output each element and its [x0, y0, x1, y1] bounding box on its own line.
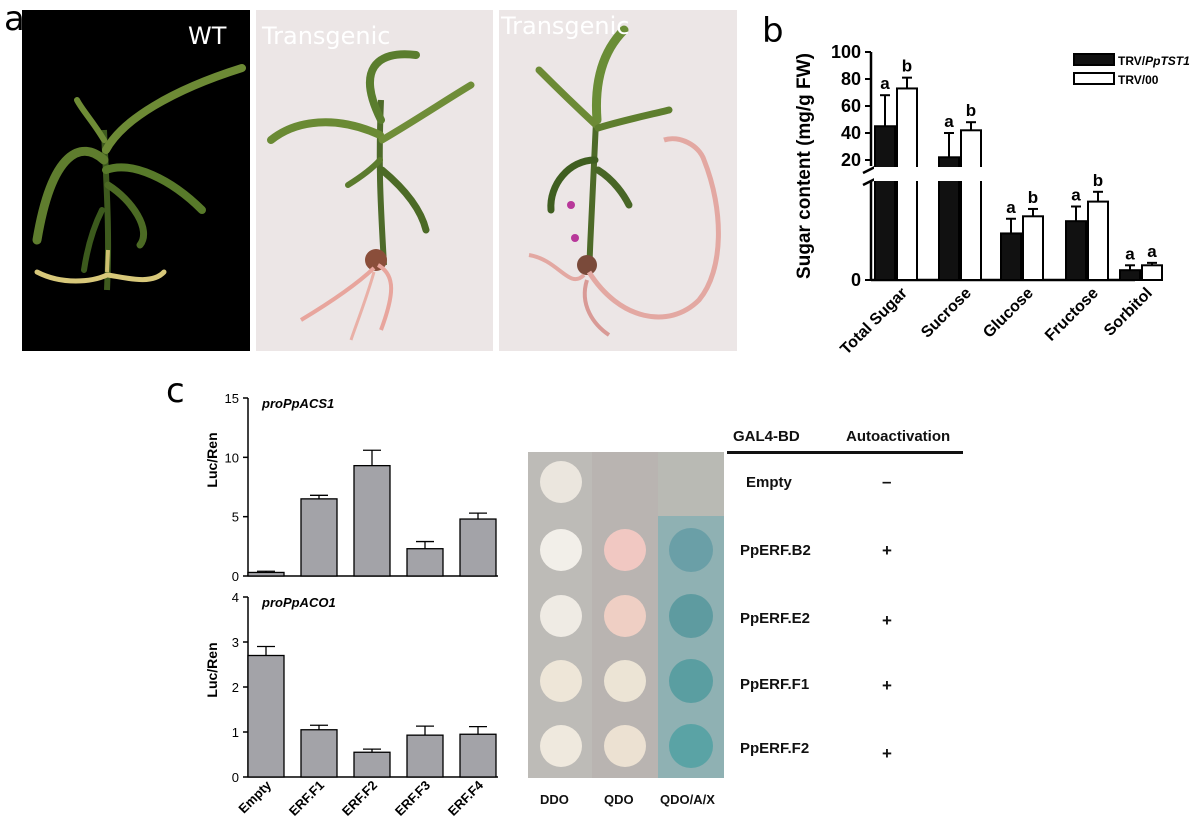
significance-letter: a: [1006, 198, 1016, 217]
y-axis-label: Sugar content (mg/g FW): [794, 53, 815, 279]
y-tick-label: 40: [841, 123, 861, 143]
y-tick-label: 0: [232, 569, 239, 584]
row-sign-ppERF-F2: +: [882, 744, 892, 763]
significance-letter: a: [1125, 244, 1135, 263]
chart-title-c0: proPpACS1: [261, 396, 334, 411]
bar-glucose-s0: [1000, 232, 1022, 281]
y-axis-label-c0: Luc/Ren: [204, 432, 220, 487]
significance-letter: a: [944, 112, 954, 131]
y-tick-label: 2: [232, 680, 239, 695]
condition-qdo: QDO: [604, 792, 634, 807]
x-category-label: Empty: [235, 777, 274, 816]
header-autoactivation: Autoactivation: [846, 428, 951, 445]
bar-erff3-c0: [406, 548, 444, 577]
table-rule: [727, 451, 963, 454]
row-sign-ppERF-B2: +: [882, 541, 892, 560]
y-tick-label: 3: [232, 635, 239, 650]
y-tick-label: 1: [232, 725, 239, 740]
significance-letter: b: [1093, 171, 1103, 190]
legend-swatch-trv00: [1073, 72, 1115, 85]
bar-empty-c0: [247, 571, 285, 577]
header-gal4-bd: GAL4-BD: [733, 428, 800, 445]
transgenic-label-1: Transgenic: [262, 22, 391, 50]
row-construct-ppERF-B2: PpERF.B2: [740, 542, 811, 559]
bar-break-gap: [874, 167, 897, 181]
bar-fructose-s0: [1065, 220, 1087, 281]
significance-letter: b: [1028, 188, 1038, 207]
bar-fructose-s1: [1087, 200, 1109, 282]
y-tick-label: 5: [232, 510, 239, 525]
row-sign-empty: –: [882, 472, 892, 491]
row-construct-ppERF-E2: PpERF.E2: [740, 610, 811, 627]
significance-letter: a: [1147, 242, 1157, 261]
significance-letter: b: [902, 57, 912, 76]
x-category-label: ERF.F2: [339, 778, 380, 819]
y-tick-label: 0: [232, 770, 239, 785]
x-category-label: ERF.F3: [392, 778, 433, 819]
significance-letter: b: [966, 101, 976, 120]
wt-label: WT: [188, 22, 227, 50]
row-construct-empty: Empty: [746, 474, 792, 491]
x-category-label: Sorbitol: [1101, 285, 1156, 340]
bar-break-gap: [938, 167, 961, 181]
bar-total-sugar-s0: [874, 125, 896, 281]
bar-empty-c1: [247, 654, 285, 778]
y-tick-label: 15: [225, 391, 239, 406]
y-tick-label: 80: [841, 69, 861, 89]
y-tick-label: 60: [841, 96, 861, 116]
legend-label-tst1: TRV/PpTST1: [1118, 54, 1190, 68]
bar-erff4-c0: [459, 518, 497, 577]
bar-total-sugar-s1: [896, 87, 918, 281]
y-tick-label: 20: [841, 150, 861, 170]
chart-title-c1: proPpACO1: [261, 595, 336, 610]
y-tick-label: 100: [831, 42, 861, 62]
bar-erff1-c0: [300, 498, 338, 577]
bar-glucose-s1: [1022, 215, 1044, 282]
row-sign-ppERF-E2: +: [882, 611, 892, 630]
row-construct-ppERF-F1: PpERF.F1: [740, 676, 810, 693]
legend-label-trv00: TRV/00: [1118, 73, 1159, 87]
x-category-label: Sucrose: [918, 285, 975, 342]
panel-label-b: b: [762, 11, 784, 51]
x-category-label: ERF.F1: [286, 778, 327, 819]
condition-ddo: DDO: [540, 792, 569, 807]
bar-erff1-c1: [300, 729, 338, 778]
bar-erff2-c1: [353, 751, 391, 778]
significance-letter: a: [880, 74, 890, 93]
bar-erff3-c1: [406, 734, 444, 778]
bar-erff2-c0: [353, 464, 391, 577]
y-tick-label: 10: [225, 450, 239, 465]
panel-label-a: a: [4, 0, 25, 39]
luciferase-charts: 151050Luc/RenproPpACS143210Luc/RenproPpA…: [204, 391, 498, 819]
transgenic-plant-photo-2: Transgenic: [499, 10, 737, 351]
x-category-label: ERF.F4: [445, 777, 487, 819]
significance-letter: a: [1071, 186, 1081, 205]
transgenic-plant-photo-1: Transgenic: [256, 10, 493, 351]
row-construct-ppERF-F2: PpERF.F2: [740, 740, 810, 757]
bar-break-gap: [896, 167, 919, 181]
bar-break-gap: [960, 167, 983, 181]
bar-sorbitol-s0: [1119, 269, 1141, 282]
condition-qdo-a-x: QDO/A/X: [660, 792, 715, 807]
yeast-assay-photo: [528, 452, 724, 778]
row-sign-ppERF-F1: +: [882, 676, 892, 695]
bar-sorbitol-s1: [1141, 264, 1163, 281]
y-axis-label-c1: Luc/Ren: [204, 642, 220, 697]
y-tick-label: 4: [232, 590, 239, 605]
x-category-label: Total Sugar: [837, 285, 910, 358]
x-category-label: Fructose: [1042, 285, 1102, 345]
x-category-label: Glucose: [980, 285, 1037, 342]
panel-label-c: c: [166, 371, 185, 411]
wt-plant-photo: WT: [22, 10, 250, 351]
y-tick-label: 0: [851, 270, 861, 290]
transgenic-label-2: Transgenic: [501, 12, 630, 40]
bar-sucrose-s1: [960, 129, 982, 281]
bar-erff4-c1: [459, 733, 497, 778]
legend-swatch-tst1: [1073, 53, 1115, 66]
